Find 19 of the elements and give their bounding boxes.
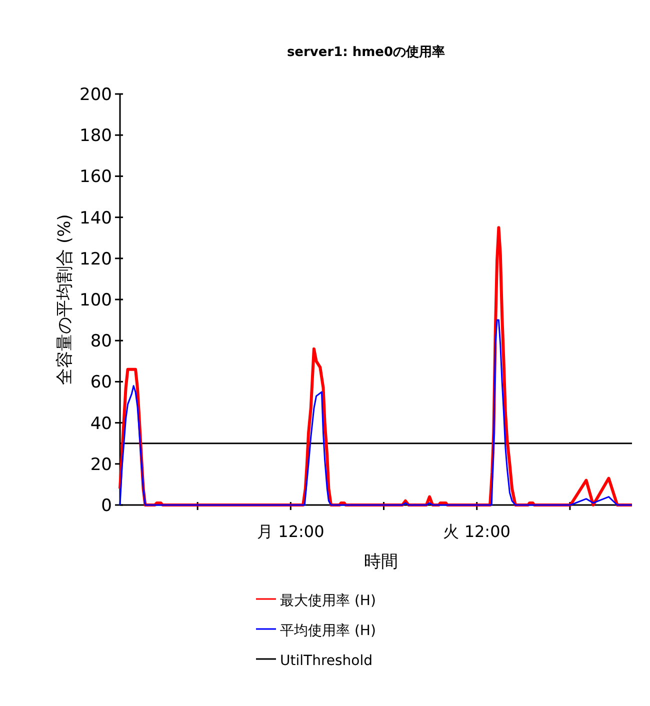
y-tick-label: 80: [90, 332, 112, 352]
y-tick-label: 40: [90, 414, 112, 434]
y-tick-label: 20: [90, 454, 112, 475]
y-tick-label: 120: [80, 249, 112, 270]
x-axis-title: 時間: [364, 552, 398, 572]
legend-label: 最大使用率 (H): [280, 593, 376, 609]
y-axis-title: 全容量の平均割合 (%): [55, 214, 75, 385]
x-tick-label: 火 12:00: [443, 522, 510, 541]
y-tick-label: 60: [90, 372, 112, 393]
y-tick-label: 140: [80, 208, 112, 228]
y-tick-label: 0: [101, 496, 112, 516]
legend-label: 平均使用率 (H): [280, 623, 376, 639]
y-tick-label: 180: [80, 126, 112, 146]
chart-title: server1: hme0の使用率: [286, 44, 446, 60]
y-tick-label: 160: [80, 167, 112, 188]
x-tick-label: 月 12:00: [257, 522, 324, 541]
y-tick-label: 100: [80, 290, 112, 310]
legend-label: UtilThreshold: [280, 653, 373, 669]
y-tick-label: 200: [80, 85, 112, 105]
